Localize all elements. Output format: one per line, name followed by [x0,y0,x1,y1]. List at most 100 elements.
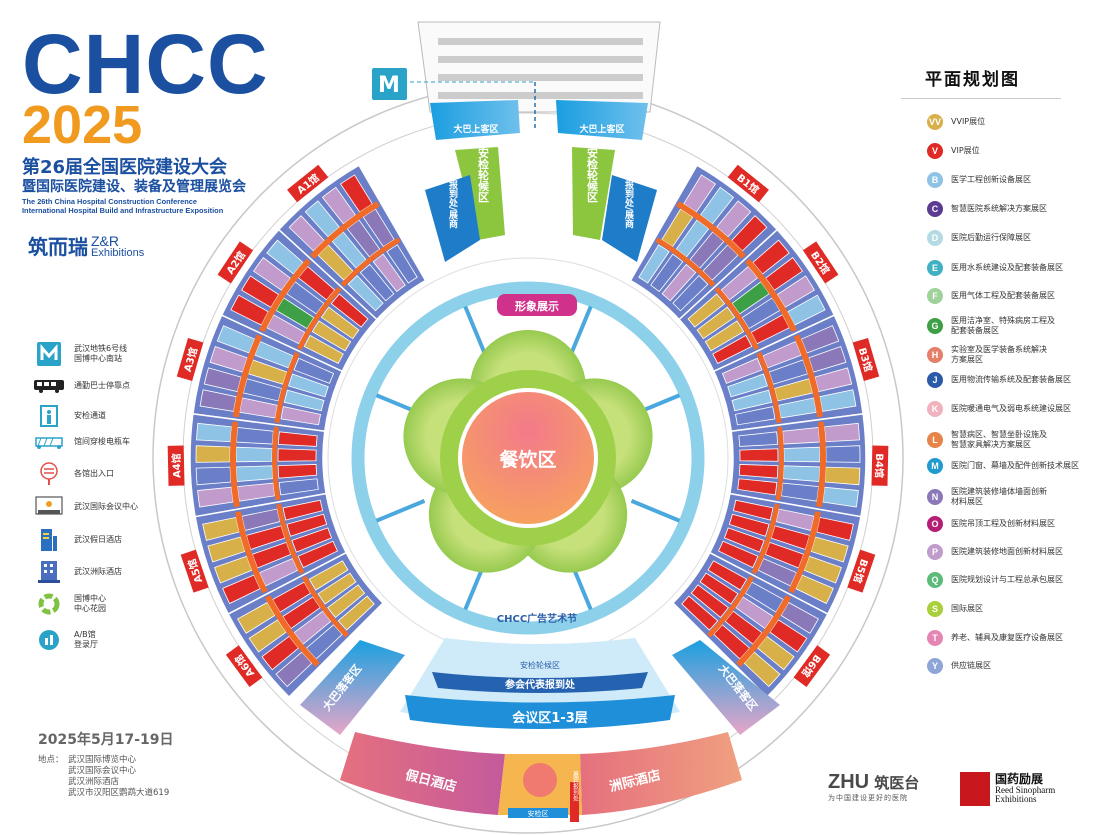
legend-label: 实验室及医学装备系统解决 方案展区 [951,345,1047,364]
legend-zone-q: Q 医院规划设计与工程总承包展区 [927,572,1092,588]
hall-label-A4馆[interactable]: A4馆 [167,445,185,486]
booth-block [277,464,318,479]
booth-block [278,478,319,496]
aisle [714,286,760,350]
booth-block [650,253,684,293]
bus-icon [32,374,66,398]
security-queue-left-label: 安检轮候区 [477,146,490,203]
visitor-registration-left[interactable] [425,175,480,262]
bus-dropoff-left[interactable] [300,640,405,735]
booth-block [732,499,774,521]
legend-label: 武汉假日酒店 [74,535,122,544]
zone-badge: L [927,432,943,448]
booth-block [707,560,748,591]
security-queue-right-label: 安检轮候区 [586,146,599,203]
bus-pickup-left-label: 大巴上客区 [453,123,498,135]
hall-label-B4馆[interactable]: B4馆 [871,445,889,486]
aisle [655,237,716,287]
hall-label-bg [287,164,329,203]
garden-icon [32,592,66,616]
organizer-cn: 筑而瑞 [28,235,88,259]
security-area[interactable] [508,808,568,818]
booth-block [823,422,860,443]
legend-zone-vv: VV VVIP展位 [927,114,1092,130]
zhu-slogan: 为中国建设更好的医院 [828,794,908,802]
aisle [676,201,746,259]
security-queue-left[interactable] [455,147,505,240]
hall-label-B5馆[interactable]: B5馆 [847,549,876,593]
legend-zone-h: H 实验室及医学装备系统解决 方案展区 [927,345,1092,365]
legend-item-entrance-exit: 各馆出入口 [32,462,182,486]
legend-label: 医用物流传输系统及配套装备展区 [951,375,1071,384]
shuttle-cart-icon [32,430,66,454]
zone-badge: E [927,260,943,276]
legend-label: 通勤巴士停靠点 [74,381,130,390]
metro-icon-label: M [378,73,400,98]
booth-block [728,513,770,537]
hall-label-A3馆[interactable]: A3馆 [176,338,204,381]
booth-block [330,293,369,328]
canopy [438,38,643,45]
booth-block [195,445,231,463]
aisle [707,575,755,638]
bus-pickup-right[interactable] [556,100,648,140]
delegate-registration[interactable] [432,672,648,693]
venue-label: 地点： [38,755,64,765]
conference-area[interactable] [405,695,675,729]
hall-label-A5馆[interactable]: A5馆 [180,549,209,593]
legend-label: VVIP展位 [951,117,986,126]
intercontinental-hotel-area[interactable] [580,732,742,815]
legend-zone-k: K 医院暖通电气及弱电系统建设展区 [927,401,1092,417]
legend-label: 武汉地铁6号线 国博中心南站 [74,344,128,363]
image-display-area[interactable] [497,294,577,316]
hall-label-bg [847,549,876,593]
holiday-hotel-area[interactable] [340,732,505,815]
bus-dropoff-right[interactable] [672,640,780,735]
hall-label-B3馆[interactable]: B3馆 [852,338,880,381]
legend-zone-d: D 医院后勤运行保障展区 [927,230,1092,246]
venue-line: 武汉市汉阳区鹦鹉大道619 [68,788,170,798]
booth-block [386,244,418,284]
aisle [340,237,401,287]
visitor-registration-left-label: 观众报到处/展商 [447,162,459,229]
organizer-logo: 筑而瑞 Z&R Exhibitions [28,234,144,259]
zone-badge: Q [927,572,943,588]
booth-block [687,293,726,328]
legend-zone-g: G 医用洁净室、特殊病房工程及 配套装备展区 [927,316,1092,336]
metro-icon[interactable] [372,68,407,100]
zhu-logo: ZHU 筑医台 为中国建设更好的医院 [828,772,919,803]
booth-block [372,253,406,293]
booth-block [734,406,776,426]
booth-block [638,244,670,284]
legend-item-registration-hall: A/B馆 登录厅 [32,628,182,652]
legend-item-holiday-hotel: 武汉假日酒店 [32,528,182,552]
legend-label: 医用气体工程及配套装备展区 [951,291,1055,300]
title-cn-line2: 暨国际医院建设、装备及管理展览会 [22,179,246,195]
dining-area[interactable] [458,388,598,528]
zone-badge: C [927,201,943,217]
legend-label: 医院规划设计与工程总承包展区 [951,575,1063,584]
booth-block [317,572,357,605]
booth-block [196,422,233,443]
aisle [736,595,792,667]
aisle [751,503,780,575]
booth-block [280,406,322,426]
metro-icon [32,342,66,366]
zone-badge: H [927,347,943,363]
entrance-exit-icon [32,462,66,486]
hall-label-bg [793,645,831,688]
guest-registration[interactable] [570,782,579,822]
bus-pickup-left[interactable] [430,100,520,140]
legend-item-metro: 武汉地铁6号线 国博中心南站 [32,342,182,366]
hall-label-text: A4馆 [170,453,184,478]
conference-center-icon [32,495,66,519]
legend-zone-e: E 医用水系统建设及配套装备展区 [927,260,1092,276]
legend-item-bus: 通勤巴士停靠点 [32,374,182,398]
booth-block [782,465,821,482]
conference-area-label: 会议区1-3层 [512,710,588,726]
security-queue-right[interactable] [572,147,615,240]
legend-label: A/B馆 登录厅 [74,630,98,649]
legend-label: 养老、辅具及康复医疗设备展区 [951,633,1063,642]
booth-block [320,306,360,340]
visitor-registration-right[interactable] [602,175,657,262]
